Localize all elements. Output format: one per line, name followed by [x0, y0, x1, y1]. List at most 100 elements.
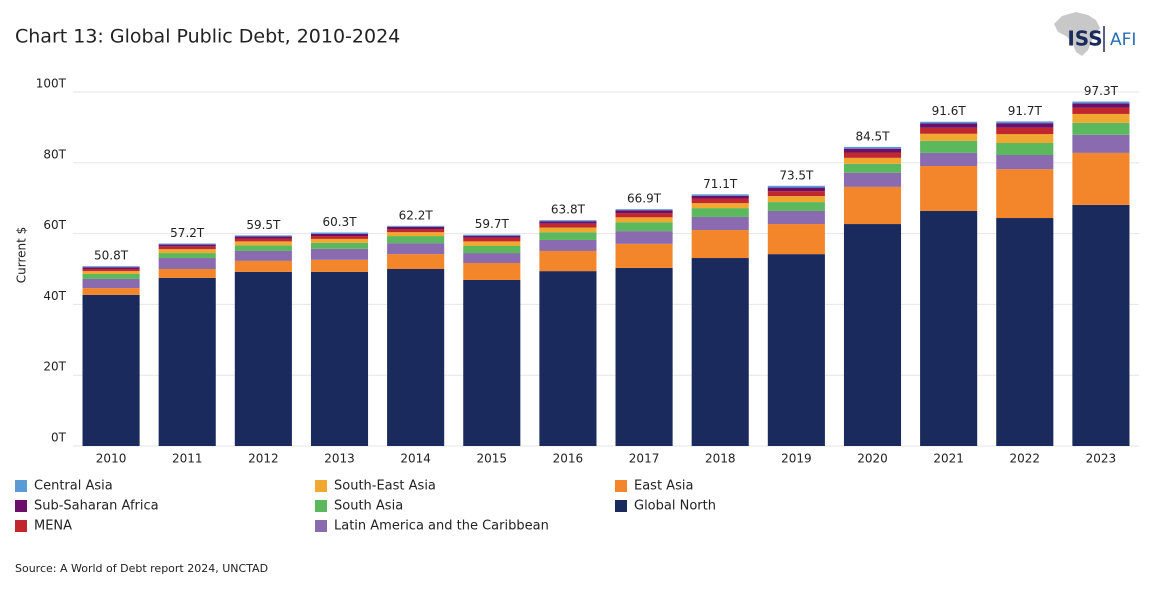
bar-segment: [539, 227, 597, 233]
logo-right: AFI: [1110, 30, 1136, 50]
bar-segment: [82, 273, 140, 279]
bar-segment: [463, 235, 521, 238]
bar-segment: [463, 262, 521, 280]
bar-segment: [158, 258, 216, 269]
x-tick-label: 2017: [629, 452, 660, 466]
total-label: 91.6T: [932, 104, 967, 118]
legend-swatch: [15, 520, 27, 532]
bar-segment: [615, 222, 673, 232]
x-tick-label: 2016: [553, 452, 584, 466]
x-tick-label: 2013: [324, 452, 355, 466]
y-tick-label: 100T: [36, 77, 67, 91]
bar-segment: [691, 198, 749, 204]
y-axis-label: Current $: [15, 227, 29, 284]
bar-segment: [82, 294, 140, 446]
bar-segment: [843, 186, 902, 225]
y-tick-label: 60T: [43, 218, 66, 232]
bar-segment: [463, 234, 521, 236]
legend-label: Latin America and the Caribbean: [334, 519, 549, 534]
bar-segment: [310, 232, 369, 234]
total-label: 91.7T: [1008, 104, 1043, 118]
bar-segment: [539, 250, 597, 272]
total-label: 50.8T: [94, 249, 129, 263]
legend-swatch: [315, 500, 327, 512]
bar-segment: [843, 172, 902, 187]
legend-swatch: [615, 480, 627, 492]
bar-segment: [996, 123, 1054, 128]
bar-segment: [767, 254, 825, 446]
bar-segment: [82, 267, 140, 269]
bar-segment: [234, 236, 292, 239]
bar-segment: [1072, 103, 1130, 108]
x-tick-label: 2014: [400, 452, 431, 466]
bar-segment: [920, 152, 978, 166]
bar-segment: [996, 155, 1054, 170]
legend-swatch: [15, 500, 27, 512]
total-label: 59.7T: [475, 217, 510, 231]
bar-segment: [234, 241, 292, 246]
bar-segment: [539, 239, 597, 251]
legend-label: South-East Asia: [334, 479, 436, 494]
x-tick-label: 2020: [857, 452, 888, 466]
source: Source: A World of Debt report 2024, UNC…: [15, 562, 268, 575]
bar-segment: [843, 163, 902, 173]
legend-swatch: [15, 480, 27, 492]
bar-segment: [996, 127, 1054, 135]
legend-label: Sub-Saharan Africa: [34, 499, 159, 514]
bar-segment: [920, 121, 978, 124]
bar-segment: [463, 237, 521, 242]
x-tick-label: 2010: [96, 452, 127, 466]
bar-segment: [310, 248, 369, 260]
bar-segment: [310, 259, 369, 272]
total-label: 71.1T: [703, 177, 738, 191]
bar-segment: [767, 224, 825, 255]
bar-segment: [463, 245, 521, 254]
total-label: 59.5T: [246, 218, 281, 232]
bar-segment: [1072, 134, 1130, 153]
bar-segment: [615, 210, 673, 214]
bar-segment: [1072, 107, 1130, 114]
bar-segment: [387, 269, 445, 446]
bar-segment: [234, 260, 292, 272]
bar-segment: [82, 271, 140, 274]
bar-segment: [920, 127, 978, 134]
bar-segment: [691, 216, 749, 231]
total-label: 60.3T: [322, 215, 357, 229]
total-label: 62.2T: [399, 208, 434, 222]
bar-segment: [996, 169, 1054, 219]
bar-segment: [767, 185, 825, 188]
x-tick-label: 2012: [248, 452, 279, 466]
x-tick-label: 2018: [705, 452, 736, 466]
bar-segment: [387, 225, 445, 227]
bar-segment: [310, 242, 369, 249]
bar-segment: [691, 208, 749, 217]
bar-segment: [1072, 122, 1130, 135]
x-tick-label: 2015: [477, 452, 508, 466]
bar-segment: [843, 152, 902, 158]
bar-segment: [767, 210, 825, 225]
bar-segment: [615, 209, 673, 211]
logo-left: ISS: [1067, 27, 1102, 51]
bar-segment: [539, 271, 597, 446]
bar-segment: [158, 253, 216, 259]
bar-segment: [843, 146, 902, 149]
bar-segment: [387, 243, 445, 255]
total-label: 73.5T: [779, 168, 814, 182]
bar-segment: [996, 142, 1054, 156]
bar-segment: [1072, 152, 1130, 205]
legend-swatch: [315, 480, 327, 492]
x-tick-label: 2019: [781, 452, 812, 466]
bar-segment: [767, 202, 825, 211]
legend-label: Central Asia: [34, 479, 113, 494]
bar-segment: [920, 210, 978, 446]
bar-segment: [387, 236, 445, 244]
total-label: 66.9T: [627, 192, 662, 206]
bar-segment: [82, 288, 140, 295]
total-label: 97.3T: [1084, 84, 1119, 98]
bar-segment: [1072, 204, 1130, 446]
bar-segment: [539, 221, 597, 224]
bar-segment: [234, 245, 292, 251]
bar-segment: [158, 246, 216, 250]
bar-segment: [615, 217, 673, 223]
